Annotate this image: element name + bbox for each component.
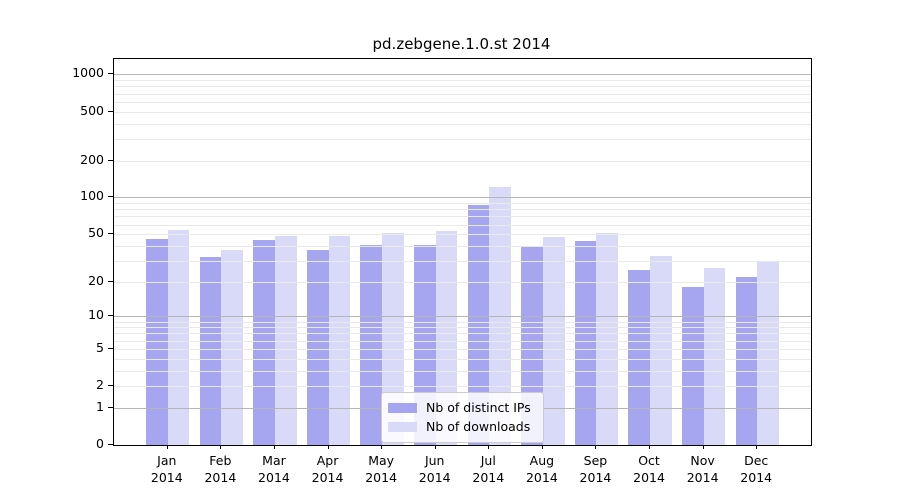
y-tick-mark [108,315,113,317]
bar-distinct-ips-may [360,244,383,445]
bar-downloads-nov [703,268,726,445]
gridline-minor [114,80,811,82]
gridline-minor [114,101,811,103]
x-tick-mark [273,445,275,449]
legend: Nb of distinct IPs Nb of downloads [381,392,544,443]
gridline-minor [114,209,811,211]
y-tick-mark [108,347,113,349]
y-tick-label: 1000 [72,65,104,81]
x-tick-mark [327,445,329,449]
y-tick-mark [108,280,113,282]
bar-distinct-ips-mar [253,239,275,445]
x-tick-label-jan: Jan 2014 [150,453,183,485]
bar-distinct-ips-jul [467,204,490,445]
y-tick-label: 50 [88,225,104,241]
bar-downloads-mar [274,236,297,445]
bar-distinct-ips-nov [681,287,704,445]
gridline-major [114,74,811,76]
y-tick-mark [108,406,113,408]
y-tick-label: 5 [96,339,104,355]
legend-row-distinct-ips: Nb of distinct IPs [388,398,535,417]
x-tick-label-oct: Oct 2014 [633,453,665,485]
bar-distinct-ips-sep [574,240,597,445]
bar-downloads-aug [542,237,565,445]
y-tick-label: 1 [96,398,104,414]
x-tick-label-may: May 2014 [365,453,398,485]
y-tick-mark [108,110,113,112]
gridline-minor [114,245,811,247]
bar-downloads-sep [596,233,619,445]
gridline-minor [114,86,811,88]
legend-swatch-downloads [388,421,417,432]
x-tick-label-feb: Feb 2014 [204,453,237,485]
y-tick-label: 100 [80,188,104,204]
x-tick-label-dec: Dec 2014 [740,453,773,485]
bar-distinct-ips-apr [306,249,329,445]
x-tick-label-mar: Mar 2014 [258,453,290,485]
x-tick-mark [434,445,436,449]
gridline-minor [114,160,811,162]
legend-label-downloads: Nb of downloads [426,418,531,434]
bar-downloads-dec [757,260,779,445]
y-tick-mark [108,233,113,235]
bar-downloads-jul [489,186,511,445]
bar-distinct-ips-feb [199,257,222,445]
legend-swatch-distinct-ips [388,402,417,413]
gridline-minor [114,224,811,226]
x-tick-label-sep: Sep 2014 [579,453,612,485]
x-tick-mark [595,445,597,449]
x-tick-mark [541,445,543,449]
x-tick-mark [756,445,758,449]
x-tick-label-aug: Aug 2014 [525,453,558,485]
gridline-minor [114,93,811,95]
y-tick-mark [108,73,113,75]
gridline-minor [114,234,811,236]
chart-title: pd.zebgene.1.0.st 2014 [372,35,551,53]
x-tick-mark [488,445,490,449]
bar-distinct-ips-oct [628,270,651,445]
x-tick-mark [166,445,168,449]
y-tick-label: 0 [96,436,104,451]
bar-downloads-jan [167,230,190,445]
bar-downloads-jun [435,231,458,445]
x-tick-label-jun: Jun 2014 [418,453,451,485]
gridline-minor [114,111,811,113]
y-tick-label: 2 [96,377,104,393]
legend-row-downloads: Nb of downloads [388,417,535,436]
bar-downloads-apr [328,236,351,445]
gridline-major [114,197,811,199]
gridline-minor [114,123,811,125]
y-tick-label: 10 [88,307,104,323]
y-tick-mark [108,444,113,445]
plot-area: Nb of distinct IPs Nb of downloads [113,58,812,446]
y-tick-mark [108,196,113,198]
x-tick-mark [702,445,704,449]
legend-label-distinct-ips: Nb of distinct IPs [426,399,531,415]
y-tick-label: 200 [80,151,104,167]
gridline-minor [114,203,811,205]
bar-downloads-feb [221,249,244,445]
y-tick-label: 500 [80,102,104,118]
y-tick-mark [108,159,113,161]
x-tick-mark [649,445,651,449]
gridline-minor [114,216,811,218]
x-tick-mark [381,445,383,449]
x-tick-mark [220,445,222,449]
y-tick-label: 20 [88,272,104,288]
x-tick-label-nov: Nov 2014 [686,453,719,485]
gridline-minor [114,138,811,140]
x-tick-label-jul: Jul 2014 [472,453,505,485]
bar-distinct-ips-jan [146,238,168,445]
bar-downloads-oct [650,255,672,445]
x-tick-label-apr: Apr 2014 [311,453,344,485]
bar-distinct-ips-dec [735,276,758,445]
y-tick-mark [108,385,113,387]
